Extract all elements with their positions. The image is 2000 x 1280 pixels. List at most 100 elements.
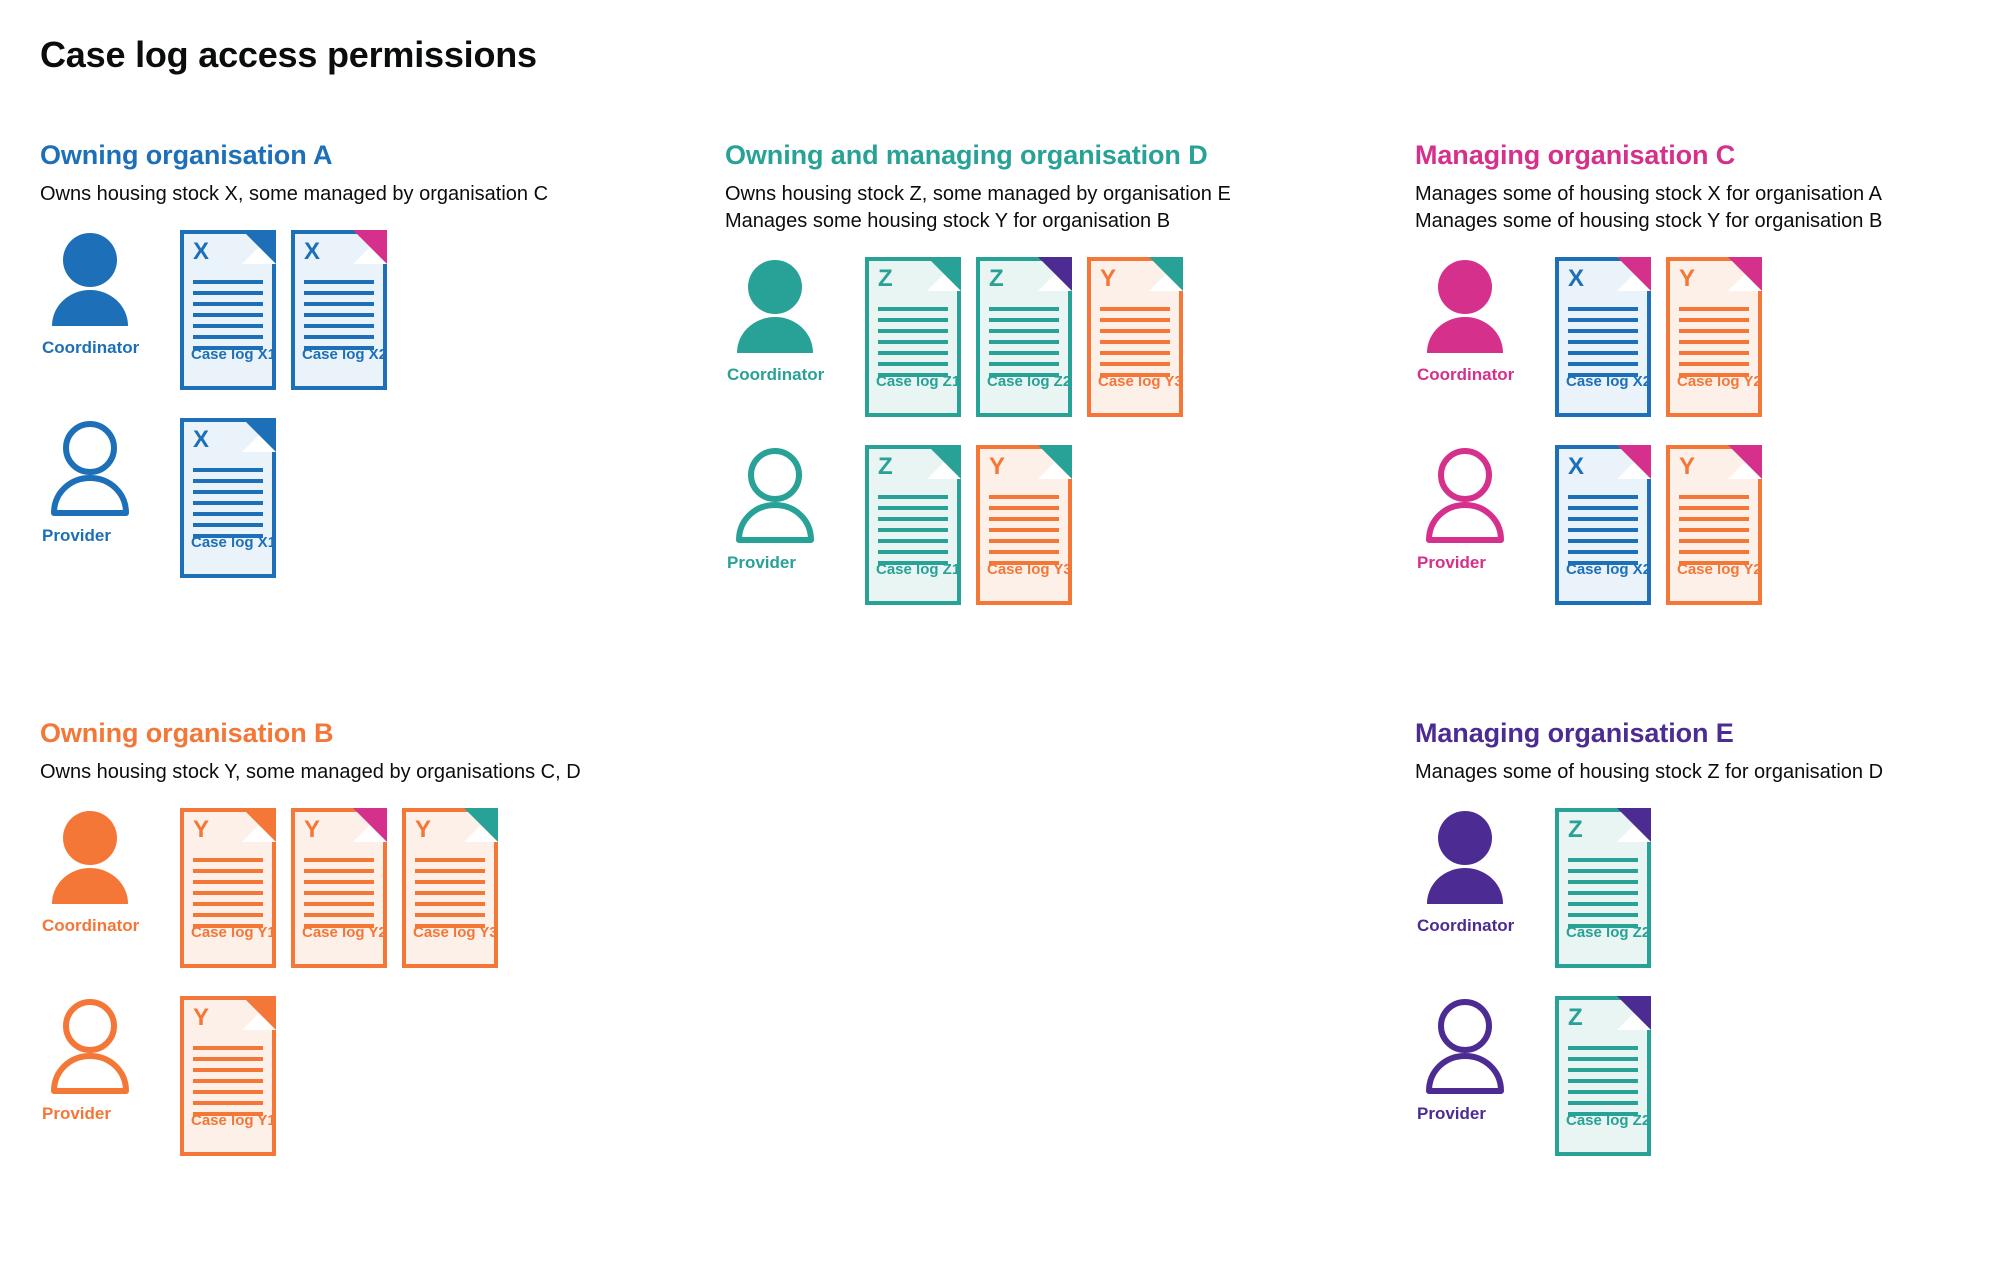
- case-log-document[interactable]: X Case log X1: [180, 418, 277, 579]
- case-log-label: Case log Y3: [413, 924, 498, 942]
- section-description: Owns housing stock X, some managed by or…: [40, 181, 548, 208]
- role-label: Provider: [727, 553, 796, 573]
- stock-letter: Z: [1568, 1004, 1583, 1032]
- description-line: Manages some housing stock Y for organis…: [725, 210, 1171, 233]
- case-log-document[interactable]: Y Case log Y3: [402, 808, 498, 969]
- section-heading: Managing organisation E: [1415, 718, 1734, 748]
- document-body-lines: [304, 280, 374, 357]
- role-label: Coordinator: [1417, 365, 1515, 385]
- page-title: Case log access permissions: [40, 34, 537, 75]
- case-log-document[interactable]: Y Case log Y1: [180, 808, 276, 969]
- case-log-label: Case log Y1: [191, 924, 276, 942]
- document-body-lines: [1679, 495, 1749, 572]
- role-row-provider: Provider Z Case log Z2: [1415, 996, 1883, 1157]
- person-coordinator: Coordinator: [1415, 257, 1555, 385]
- folded-corner-icon: [242, 996, 276, 1031]
- role-row-coordinator: Coordinator Z Case log Z2: [1415, 808, 1883, 969]
- stock-letter: Y: [1100, 265, 1117, 293]
- case-log-document[interactable]: Y Case log Y1: [180, 996, 276, 1157]
- description-line: Manages some of housing stock Y for orga…: [1415, 210, 1883, 233]
- person-filled-icon: [48, 230, 132, 330]
- case-log-document[interactable]: X Case log X1: [180, 230, 277, 391]
- role-row-provider: Provider Y Case log Y1: [40, 996, 581, 1157]
- case-log-label: Case log Z1: [876, 373, 961, 391]
- folded-corner-icon: [1617, 445, 1651, 480]
- case-log-document[interactable]: X Case log X2: [291, 230, 388, 391]
- role-label: Coordinator: [42, 338, 140, 358]
- document-body-lines: [878, 307, 948, 384]
- case-log-label: Case log Z2: [1566, 924, 1651, 942]
- case-log-document[interactable]: Z Case log Z2: [1555, 808, 1651, 969]
- description-line: Owns housing stock Z, some managed by or…: [725, 183, 1231, 205]
- case-log-label: Case log X1: [191, 346, 277, 364]
- folded-corner-icon: [1038, 445, 1072, 480]
- person-outline-icon: [1423, 445, 1507, 545]
- case-log-label: Case log X2: [1566, 561, 1652, 579]
- section-heading: Managing organisation C: [1415, 140, 1736, 170]
- role-label: Provider: [42, 1104, 111, 1124]
- case-log-label: Case log Z2: [1566, 1112, 1651, 1130]
- person-provider: Provider: [1415, 996, 1555, 1124]
- stock-letter: X: [193, 238, 210, 266]
- person-outline-icon: [48, 996, 132, 1096]
- person-coordinator: Coordinator: [725, 257, 865, 385]
- description-line: Manages some of housing stock X for orga…: [1415, 183, 1882, 205]
- person-outline-icon: [48, 418, 132, 518]
- person-provider: Provider: [725, 445, 865, 573]
- section-owning-organisation-b: Owning organisation B Owns housing stock …: [40, 718, 581, 1184]
- person-outline-icon: [1423, 996, 1507, 1096]
- case-log-label: Case log X1: [191, 534, 277, 552]
- document-body-lines: [193, 858, 263, 935]
- case-log-document[interactable]: Y Case log Y2: [291, 808, 387, 969]
- role-label: Provider: [42, 526, 111, 546]
- case-log-label: Case log Y1: [191, 1112, 276, 1130]
- case-log-document[interactable]: Y Case log Y2: [1666, 445, 1762, 606]
- case-log-document[interactable]: Z Case log Z2: [976, 257, 1072, 418]
- person-coordinator: Coordinator: [40, 230, 180, 358]
- section-heading: Owning organisation B: [40, 718, 334, 748]
- case-log-document[interactable]: Z Case log Z1: [865, 445, 961, 606]
- case-log-label: Case log X2: [302, 346, 388, 364]
- document-body-lines: [304, 858, 374, 935]
- case-log-label: Case log Y3: [987, 561, 1072, 579]
- description-line: Manages some of housing stock Z for orga…: [1415, 761, 1884, 783]
- stock-letter: Z: [989, 265, 1004, 293]
- case-log-label: Case log X2: [1566, 373, 1652, 391]
- role-row-provider: Provider X Case log X2 Y Case log Y2: [1415, 445, 1882, 606]
- role-rows: Coordinator Y Case log Y1 Y Case log Y2 Y Case…: [40, 808, 581, 1157]
- case-log-document[interactable]: X Case log X2: [1555, 257, 1652, 418]
- stock-letter: Z: [878, 265, 893, 293]
- document-body-lines: [1568, 858, 1638, 935]
- case-log-document[interactable]: X Case log X2: [1555, 445, 1652, 606]
- folded-corner-icon: [242, 808, 276, 843]
- case-log-document[interactable]: Y Case log Y3: [976, 445, 1072, 606]
- case-log-document[interactable]: Z Case log Z1: [865, 257, 961, 418]
- case-log-document[interactable]: Z Case log Z2: [1555, 996, 1651, 1157]
- role-rows: Coordinator X Case log X2 Y Case log Y2 Provi…: [1415, 257, 1882, 606]
- folded-corner-icon: [242, 230, 276, 265]
- stock-letter: Z: [1568, 816, 1583, 844]
- case-log-label: Case log Y2: [302, 924, 387, 942]
- role-row-provider: Provider Z Case log Z1 Y Case log Y3: [725, 445, 1231, 606]
- person-provider: Provider: [1415, 445, 1555, 573]
- folded-corner-icon: [1617, 996, 1651, 1031]
- person-outline-icon: [733, 445, 817, 545]
- case-log-label: Case log Z2: [987, 373, 1072, 391]
- role-rows: Coordinator Z Case log Z2 Provider Z Case log…: [1415, 808, 1883, 1157]
- document-body-lines: [1100, 307, 1170, 384]
- case-log-document[interactable]: Y Case log Y2: [1666, 257, 1762, 418]
- document-body-lines: [193, 280, 263, 357]
- document-body-lines: [415, 858, 485, 935]
- person-provider: Provider: [40, 418, 180, 546]
- folded-corner-icon: [353, 230, 387, 265]
- case-log-document[interactable]: Y Case log Y3: [1087, 257, 1183, 418]
- stock-letter: Z: [878, 453, 893, 481]
- document-body-lines: [989, 495, 1059, 572]
- document-body-lines: [1568, 1046, 1638, 1123]
- stock-letter: Y: [989, 453, 1006, 481]
- folded-corner-icon: [242, 418, 276, 453]
- role-label: Provider: [1417, 1104, 1486, 1124]
- stock-letter: X: [1568, 453, 1585, 481]
- section-description: Owns housing stock Y, some managed by or…: [40, 759, 581, 786]
- person-coordinator: Coordinator: [1415, 808, 1555, 936]
